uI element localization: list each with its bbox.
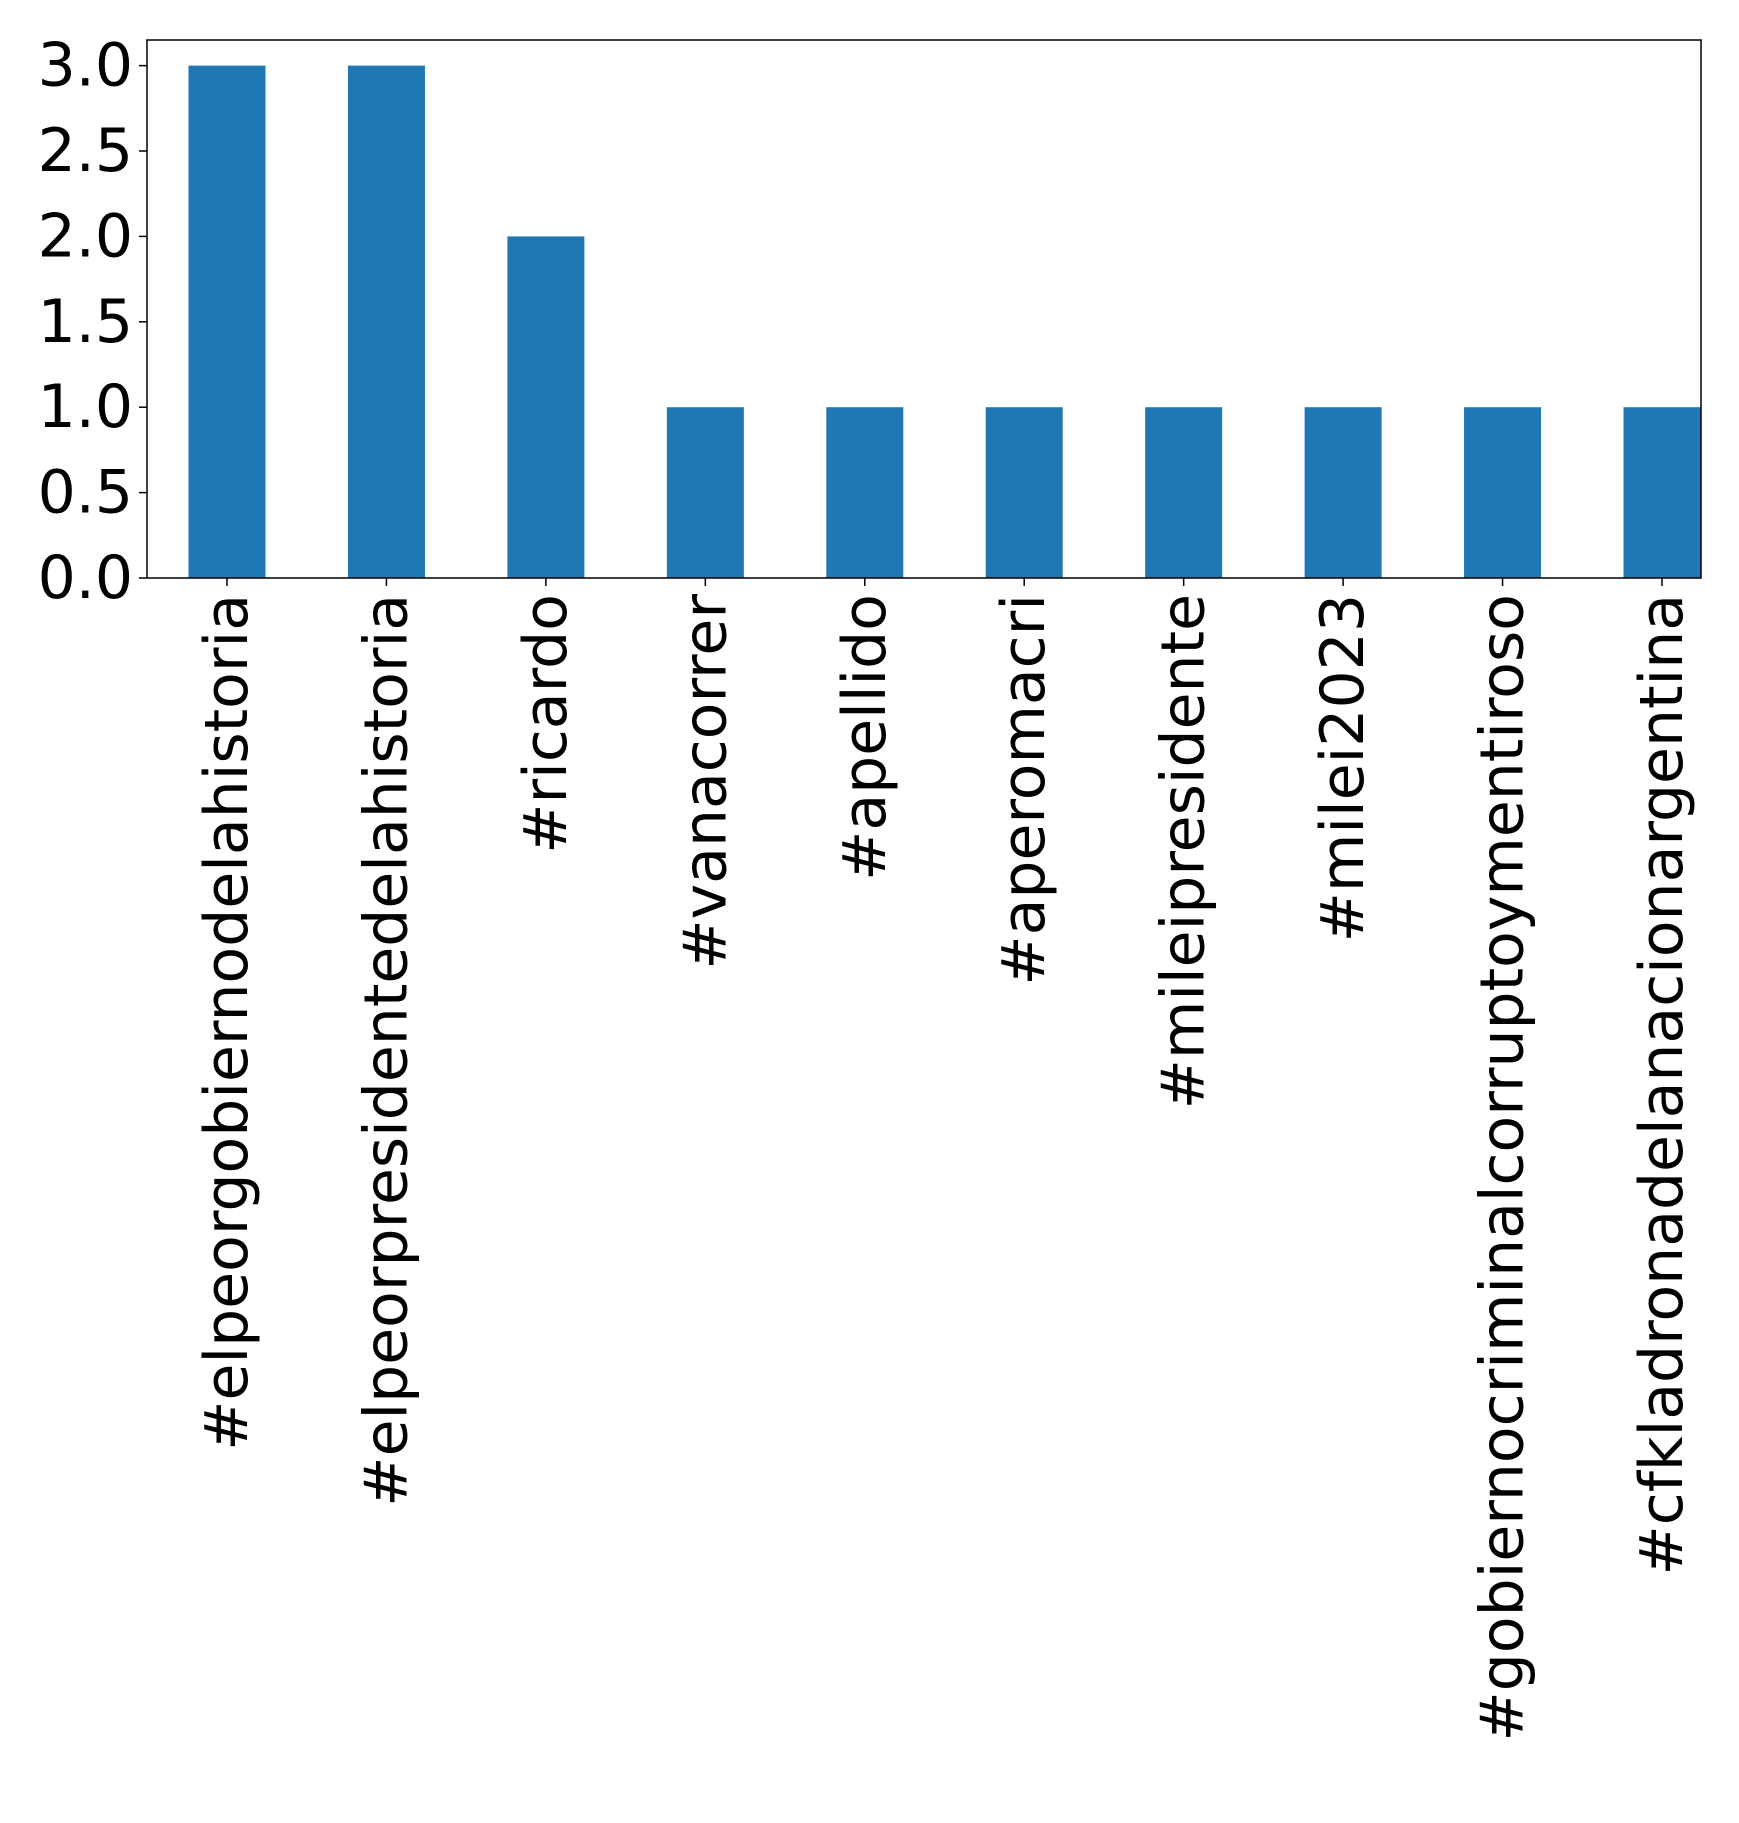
x-axis: #elpeorgobiernodelahistoria #elpeorpresid… [192, 578, 1697, 1741]
plot-frame [146, 39, 1702, 579]
x-tick-label: #mileipresidente [1149, 594, 1219, 1109]
bar-mileipresidente [1145, 407, 1223, 578]
x-tick-label: #gobiernocriminalcorruptoymentiroso [1468, 594, 1538, 1741]
y-tick-label: 1.0 [38, 372, 133, 442]
y-tick-label: 0.0 [38, 543, 133, 613]
x-tick-label: #apellido [830, 594, 900, 881]
bar-elpeorgobiernodelahistoria [188, 65, 266, 579]
x-tick-label: #elpeorgobiernodelahistoria [192, 594, 262, 1451]
y-tick-label: 3.0 [38, 31, 133, 101]
bar-cfkladronadelanacionargentina [1623, 407, 1701, 578]
y-tick-label: 1.5 [38, 287, 133, 357]
y-tick-label: 2.5 [38, 116, 133, 186]
x-tick-label: #elpeorpresidentedelahistoria [351, 594, 421, 1507]
bar-elpeorpresidentedelahistoria [347, 65, 425, 579]
y-tick-label: 0.5 [38, 458, 133, 528]
bars-layer [188, 65, 1701, 579]
bar-ricardo [507, 236, 585, 578]
x-tick-label: #vanacorrer [670, 594, 740, 970]
x-tick-label: #cfkladronadelanacionargentina [1627, 594, 1697, 1576]
bar-gobiernocriminalcorruptoymentiroso [1464, 407, 1542, 578]
bar-vanacorrer [666, 407, 744, 578]
bar-aperomacri [985, 407, 1063, 578]
y-axis: 0.0 0.5 1.0 1.5 2.0 2.5 3.0 [38, 31, 147, 613]
x-tick-label: #aperomacri [989, 594, 1059, 986]
bar-apellido [826, 407, 904, 578]
y-tick-label: 2.0 [38, 201, 133, 271]
x-tick-label: #milei2023 [1308, 594, 1378, 942]
bar-milei2023 [1304, 407, 1382, 578]
x-tick-label: #ricardo [511, 594, 581, 854]
